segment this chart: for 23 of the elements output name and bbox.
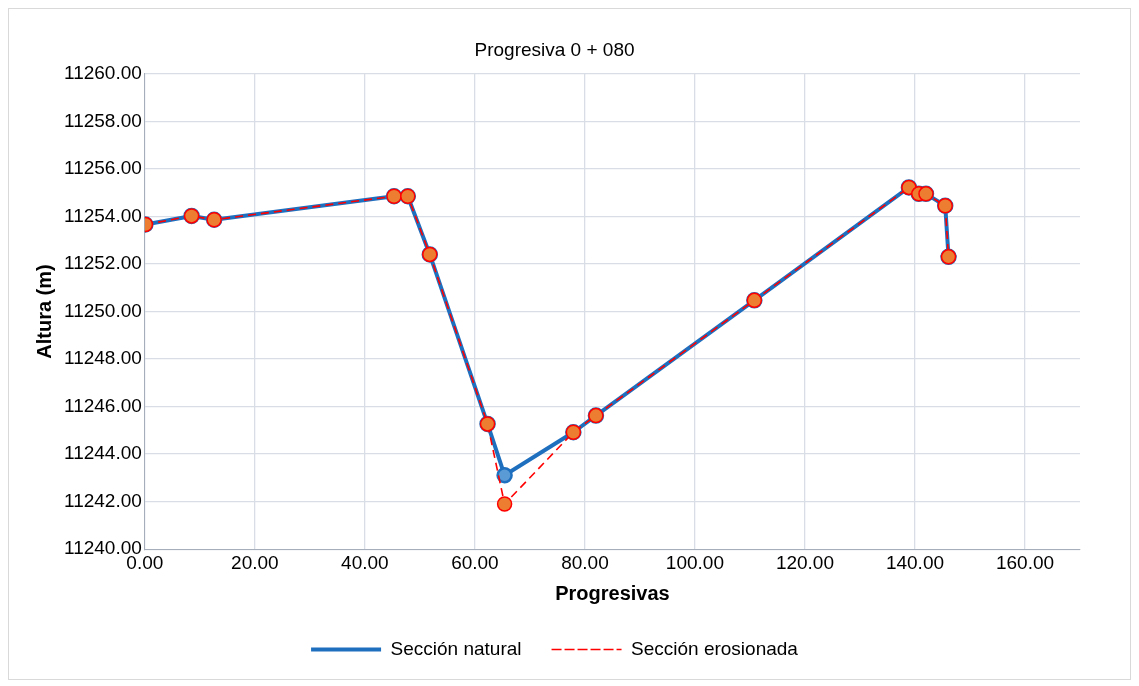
y-axis-title: Altura (m) bbox=[32, 264, 55, 359]
x-tick-label: 120.00 bbox=[775, 551, 835, 573]
legend-label: Sección erosionada bbox=[631, 637, 799, 659]
y-tick-label: 11252.00 bbox=[63, 252, 142, 274]
y-tick-label: 11250.00 bbox=[63, 299, 142, 321]
y-tick-label: 11258.00 bbox=[63, 109, 142, 131]
y-tick-label: 11254.00 bbox=[63, 204, 142, 226]
x-tick-label: 140.00 bbox=[885, 551, 945, 573]
x-tick-label: 40.00 bbox=[341, 551, 389, 573]
x-axis-title: Progresivas bbox=[555, 581, 670, 604]
y-tick-label: 11242.00 bbox=[63, 489, 142, 511]
legend-label: Sección natural bbox=[390, 637, 522, 659]
y-tick-label: 11260.00 bbox=[63, 62, 142, 84]
x-tick-label: 60.00 bbox=[451, 551, 499, 573]
x-tick-label: 20.00 bbox=[231, 551, 279, 573]
chart-title: Progresiva 0 + 080 bbox=[474, 38, 635, 60]
y-tick-label: 11256.00 bbox=[63, 157, 142, 179]
y-tick-label: 11244.00 bbox=[63, 442, 142, 464]
y-tick-label: 11246.00 bbox=[63, 394, 142, 416]
x-tick-label: 80.00 bbox=[561, 551, 609, 573]
y-tick-label: 11248.00 bbox=[63, 347, 142, 369]
x-tick-label: 160.00 bbox=[995, 551, 1055, 573]
x-tick-label: 100.00 bbox=[665, 551, 724, 573]
